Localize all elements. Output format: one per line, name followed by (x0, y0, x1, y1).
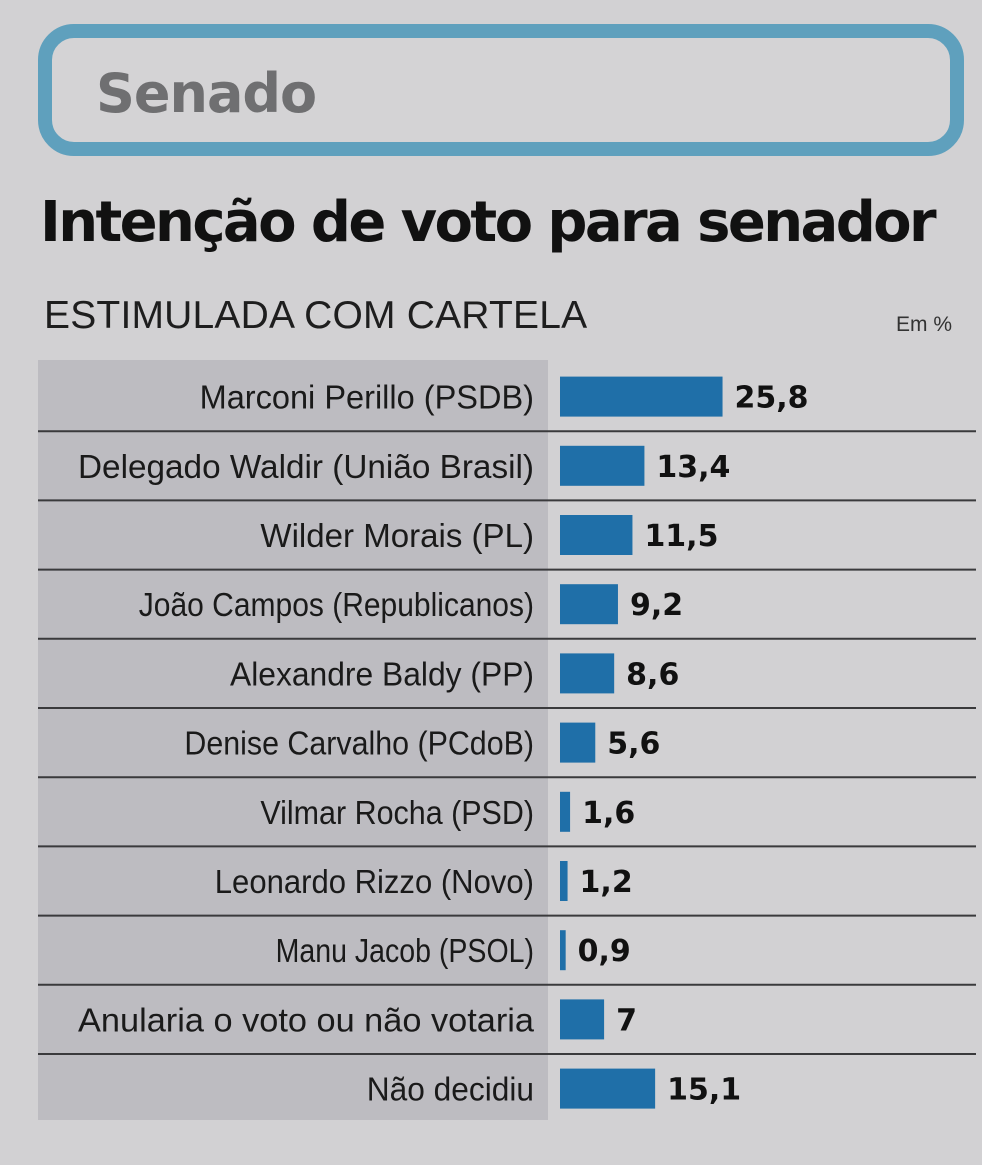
bar (560, 791, 571, 832)
category-label: Anularia o voto ou não votaria (78, 1001, 535, 1038)
section-title: Senado (96, 62, 317, 125)
label-column-background (38, 360, 548, 1120)
value-label: 11,5 (644, 519, 718, 554)
category-label: Não decidiu (367, 1071, 534, 1108)
chart-subtitle: ESTIMULADA COM CARTELA (44, 294, 588, 337)
bar (560, 515, 633, 555)
category-label: Alexandre Baldy (PP) (230, 655, 534, 692)
category-label: Delegado Waldir (União Brasil) (78, 448, 534, 485)
bar (560, 584, 618, 625)
bar (560, 930, 566, 971)
value-label: 5,6 (607, 727, 660, 762)
bar (560, 722, 596, 763)
category-label: Marconi Perillo (PSDB) (200, 379, 534, 416)
section-header-box: Senado (38, 24, 964, 156)
value-label: 0,9 (578, 934, 631, 969)
bar (560, 376, 723, 417)
unit-label: Em % (896, 313, 953, 336)
value-label: 25,8 (735, 381, 809, 416)
bar (560, 861, 568, 901)
category-label: João Campos (Republicanos) (139, 586, 534, 623)
value-label: 13,4 (656, 450, 730, 485)
chart-title: Intenção de voto para senador (40, 190, 937, 255)
bar (560, 999, 605, 1040)
value-label: 7 (616, 1003, 637, 1038)
value-label: 15,1 (667, 1073, 741, 1108)
category-label: Vilmar Rocha (PSD) (260, 794, 534, 831)
category-label: Wilder Morais (PL) (260, 517, 534, 554)
bar (560, 653, 615, 694)
bar (560, 1068, 656, 1109)
category-label: Denise Carvalho (PCdoB) (184, 725, 534, 762)
value-label: 1,2 (580, 865, 633, 900)
category-label: Manu Jacob (PSOL) (276, 932, 534, 969)
value-label: 8,6 (626, 657, 679, 692)
category-label: Leonardo Rizzo (Novo) (215, 863, 534, 900)
bar (560, 445, 645, 486)
value-label: 9,2 (630, 588, 683, 623)
value-label: 1,6 (582, 796, 635, 831)
